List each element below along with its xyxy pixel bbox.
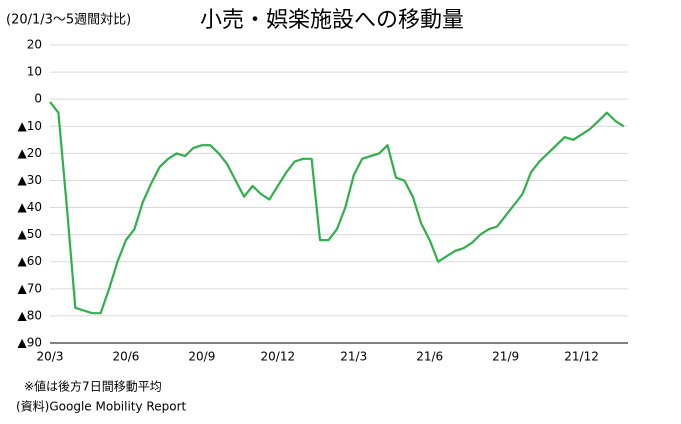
x-tick-label: 21/12 — [564, 350, 599, 364]
y-tick-label: ▲40 — [18, 200, 43, 214]
x-tick-label: 20/9 — [188, 350, 215, 364]
y-tick-label: 0 — [34, 92, 42, 106]
x-tick-label: 20/12 — [261, 350, 296, 364]
x-tick-label: 20/6 — [112, 350, 139, 364]
y-tick-label: ▲90 — [18, 336, 43, 350]
note: ※値は後方7日間移動平均 — [24, 379, 162, 394]
y-tick-label: ▲80 — [18, 308, 43, 322]
y-tick-label: ▲50 — [18, 227, 43, 241]
y-tick-label: ▲60 — [18, 254, 43, 268]
x-tick-label: 21/3 — [340, 350, 367, 364]
chart-subtitle: (20/1/3～5週間対比) — [6, 13, 131, 28]
y-tick-label: ▲30 — [18, 173, 43, 187]
y-tick-label: ▲10 — [18, 119, 43, 133]
chart-title: 小売・娯楽施設への移動量 — [200, 8, 464, 33]
note: (資料)Google Mobility Report — [16, 400, 187, 414]
x-tick-label: 20/3 — [37, 350, 64, 364]
x-tick-label: 21/9 — [492, 350, 519, 364]
y-tick-label: ▲70 — [18, 281, 43, 295]
y-tick-label: 20 — [27, 38, 42, 52]
y-tick-label: 10 — [27, 65, 42, 79]
data-line — [49, 101, 625, 315]
y-tick-label: ▲20 — [18, 146, 43, 160]
x-tick-label: 21/6 — [416, 350, 443, 364]
